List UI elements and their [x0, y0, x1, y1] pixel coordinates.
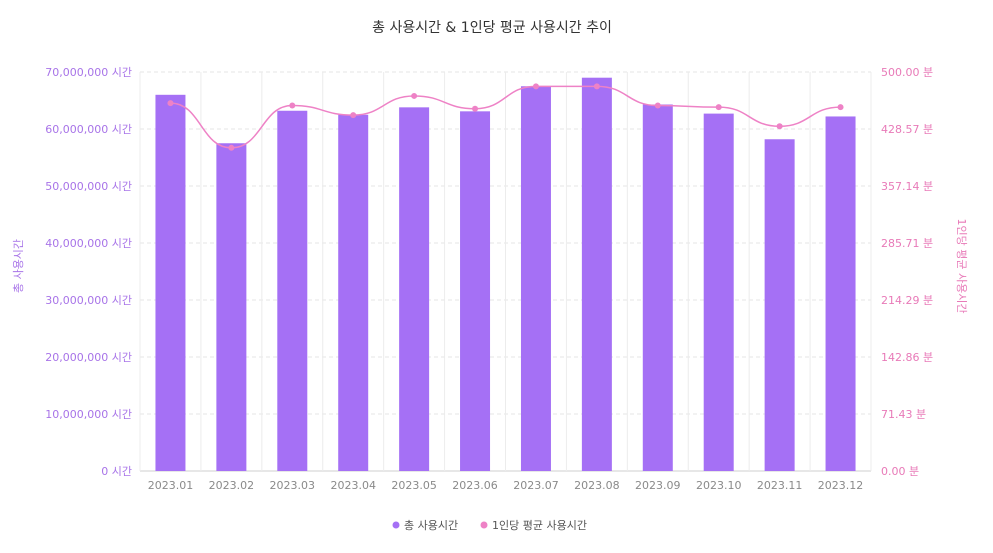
- line-point[interactable]: [837, 104, 844, 111]
- x-axis-ticks: 2023.01 2023.02 2023.03 2023.04 2023.05 2023.…: [148, 479, 864, 492]
- line-point[interactable]: [472, 105, 479, 112]
- left-tick-label: 40,000,000 시간: [45, 237, 132, 250]
- right-tick-label: 142.86 분: [881, 351, 933, 364]
- line-point[interactable]: [350, 112, 357, 119]
- left-tick-label: 70,000,000 시간: [45, 66, 132, 79]
- x-tick-label: 2023.07: [513, 479, 559, 492]
- legend-label-total: 총 사용시간: [404, 519, 458, 532]
- bar[interactable]: [155, 94, 186, 472]
- right-tick-label: 71.43 분: [881, 408, 926, 421]
- bar[interactable]: [460, 111, 491, 471]
- line-series: [167, 83, 844, 151]
- legend-label-average: 1인당 평균 사용시간: [492, 519, 587, 532]
- legend-item-total[interactable]: 총 사용시간: [392, 519, 459, 532]
- bar[interactable]: [581, 77, 612, 471]
- bar[interactable]: [764, 139, 795, 471]
- right-tick-label: 0.00 분: [881, 465, 919, 478]
- x-tick-label: 2023.04: [330, 479, 376, 492]
- chart-title: 총 사용시간 & 1인당 평균 사용시간 추이: [372, 20, 612, 36]
- line-point[interactable]: [411, 92, 418, 99]
- left-tick-label: 20,000,000 시간: [45, 351, 132, 364]
- left-tick-label: 10,000,000 시간: [45, 408, 132, 421]
- legend-marker-average: [480, 521, 488, 529]
- x-tick-label: 2023.06: [452, 479, 498, 492]
- left-tick-label: 50,000,000 시간: [45, 180, 132, 193]
- bar[interactable]: [277, 110, 308, 471]
- right-tick-label: 428.57 분: [881, 123, 933, 136]
- right-axis-title: 1인당 평균 사용시간: [955, 219, 968, 314]
- right-tick-label: 357.14 분: [881, 180, 933, 193]
- right-tick-label: 214.29 분: [881, 294, 933, 307]
- x-tick-label: 2023.10: [696, 479, 742, 492]
- x-tick-label: 2023.11: [757, 479, 803, 492]
- line-point[interactable]: [715, 104, 722, 111]
- bar[interactable]: [399, 107, 430, 471]
- line-point[interactable]: [654, 102, 661, 109]
- x-tick-label: 2023.03: [270, 479, 316, 492]
- line-point[interactable]: [593, 83, 600, 90]
- bar[interactable]: [520, 86, 551, 471]
- legend-marker-total: [392, 521, 400, 529]
- series-line: [170, 85, 841, 149]
- right-axis-ticks: 0.00 분 71.43 분 142.86 분 214.29 분 285.71 분 357…: [881, 66, 933, 478]
- right-tick-label: 500.00 분: [881, 66, 933, 79]
- bar[interactable]: [703, 113, 734, 472]
- line-point[interactable]: [228, 144, 235, 151]
- legend: 총 사용시간 1인당 평균 사용시간: [392, 519, 587, 532]
- x-tick-label: 2023.05: [391, 479, 437, 492]
- line-point[interactable]: [289, 102, 296, 109]
- line-point[interactable]: [776, 123, 783, 130]
- left-axis-title: 총 사용시간: [12, 239, 25, 293]
- left-tick-label: 60,000,000 시간: [45, 123, 132, 136]
- x-tick-label: 2023.01: [148, 479, 194, 492]
- left-axis-ticks: 0 시간 10,000,000 시간 20,000,000 시간 30,000,000…: [45, 66, 132, 478]
- x-tick-label: 2023.09: [635, 479, 681, 492]
- bar[interactable]: [642, 104, 673, 472]
- bar-series: [155, 77, 856, 472]
- line-point[interactable]: [167, 100, 174, 107]
- x-tick-label: 2023.02: [209, 479, 255, 492]
- legend-item-average[interactable]: 1인당 평균 사용시간: [480, 519, 587, 532]
- right-tick-label: 285.71 분: [881, 237, 933, 250]
- bar[interactable]: [825, 116, 856, 472]
- line-point[interactable]: [532, 83, 539, 90]
- left-tick-label: 30,000,000 시간: [45, 294, 132, 307]
- left-tick-label: 0 시간: [101, 465, 132, 478]
- x-tick-label: 2023.08: [574, 479, 620, 492]
- grid: [139, 71, 872, 472]
- bar[interactable]: [216, 143, 247, 471]
- x-tick-label: 2023.12: [818, 479, 864, 492]
- bar[interactable]: [338, 114, 369, 471]
